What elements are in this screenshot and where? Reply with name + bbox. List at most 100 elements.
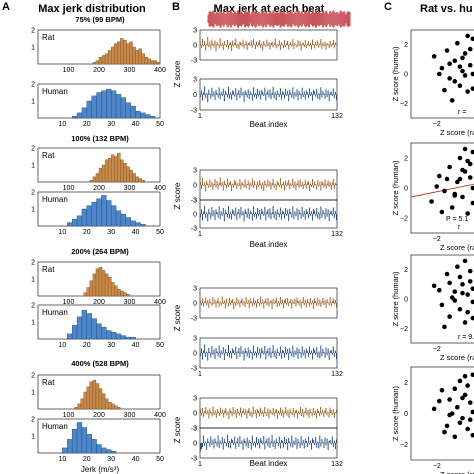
beat-bar (237, 212, 239, 214)
beat-bar (320, 87, 322, 95)
beat-ytick-label: 3 (193, 28, 197, 35)
beat-bar (301, 301, 303, 303)
beat-bar (298, 45, 300, 46)
beat-bar (301, 443, 303, 446)
hist-bar (107, 157, 112, 183)
beat-bar (250, 443, 252, 450)
beat-bar (235, 443, 237, 449)
beat-bar (236, 94, 238, 101)
beat-bar (269, 89, 271, 95)
hist-series-label: Human (42, 422, 68, 431)
beat-bar (319, 182, 321, 185)
beat-bar (267, 90, 269, 95)
beat-bar (238, 185, 240, 186)
beat-ytick-label: 0 (193, 301, 197, 308)
scatter-ytick-label: 0 (404, 297, 408, 304)
beat-bar (315, 301, 317, 303)
beat-bar (274, 211, 276, 214)
beat-bar (253, 214, 255, 217)
beat-bar (207, 37, 209, 45)
beat-bar (220, 91, 222, 95)
hist-xtick-label: 50 (156, 342, 164, 349)
beat-bar (300, 94, 302, 100)
beat-bar (296, 413, 298, 419)
hist-bar (125, 217, 131, 227)
beat-bar (285, 443, 287, 445)
beat-bar (310, 94, 311, 97)
hist-ytick-label: 2 (31, 260, 35, 267)
beat-bar (234, 353, 236, 355)
beat-bar (324, 41, 326, 45)
beat-bar (202, 443, 204, 447)
beat-bar (202, 94, 204, 101)
scatter-point (467, 417, 473, 423)
beat-bar (268, 42, 270, 45)
beat-bar (244, 179, 246, 185)
audio-waveform (207, 10, 351, 28)
beat-bar (259, 209, 261, 214)
hist-xtick-label: 20 (83, 121, 91, 128)
beat-bar (308, 346, 310, 353)
beat-bar (275, 297, 277, 303)
beat-bar (247, 89, 249, 95)
beat-bar (294, 410, 296, 413)
scatter-point (437, 173, 442, 179)
beat-bar (279, 443, 281, 449)
beat-bar (236, 297, 238, 303)
beat-ytick-label: -3 (191, 58, 197, 65)
beat-bar (243, 45, 245, 49)
beat-bar (215, 89, 217, 95)
beat-bar (255, 300, 256, 303)
beat-bar (228, 443, 229, 448)
beat-bar (321, 214, 323, 218)
beat-bar (310, 43, 311, 45)
beat-bar (277, 443, 279, 446)
beat-bar (324, 300, 326, 303)
beat-bar (300, 45, 302, 51)
beat-bar (215, 413, 217, 418)
hist-xtick-label: 20 (83, 229, 91, 236)
beat-bar (306, 182, 308, 185)
beat-bar (316, 45, 318, 46)
beat-bar (256, 409, 258, 413)
beat-bar (319, 43, 321, 45)
beat-bar (295, 303, 297, 307)
beat-bar (255, 351, 256, 353)
beat-bar (308, 88, 310, 95)
beat-bar (311, 443, 312, 450)
beat-bar (232, 209, 234, 214)
beat-bar (272, 179, 274, 185)
beat-bar (262, 299, 264, 303)
beat-bar (332, 298, 334, 303)
beat-bar (307, 353, 309, 357)
hist-bar (104, 273, 109, 297)
beat-bar (233, 350, 235, 353)
beat-bar (288, 353, 290, 360)
beat-bar (260, 94, 262, 100)
beat-bar (247, 208, 249, 214)
beat-ytick-label: 0 (193, 92, 197, 99)
scatter-point (447, 61, 452, 67)
hist-bar (120, 38, 124, 65)
beat-bar (295, 437, 297, 443)
beat-bar (334, 42, 336, 45)
beat-bar (290, 183, 292, 185)
hist-bar (81, 208, 87, 227)
beat-bar (212, 353, 214, 355)
beat-bar (320, 39, 322, 45)
beat-bar (224, 184, 226, 185)
beat-ytick-label: -3 (191, 366, 197, 373)
scatter-point (470, 185, 474, 191)
beat-bar (244, 413, 246, 415)
beat-bar (249, 182, 251, 185)
beat-bar (301, 182, 303, 185)
hist-bar (91, 318, 97, 340)
beat-bar (288, 45, 290, 50)
scatter-point (470, 71, 474, 77)
scatter-ytick-label: 0 (404, 411, 408, 418)
hist-condition-label: 75% (99 BPM) (75, 15, 125, 24)
beat-bar (276, 90, 278, 95)
hist-xtick-label: 200 (93, 299, 105, 306)
scatter-point (437, 287, 442, 293)
beat-bar (204, 344, 206, 353)
